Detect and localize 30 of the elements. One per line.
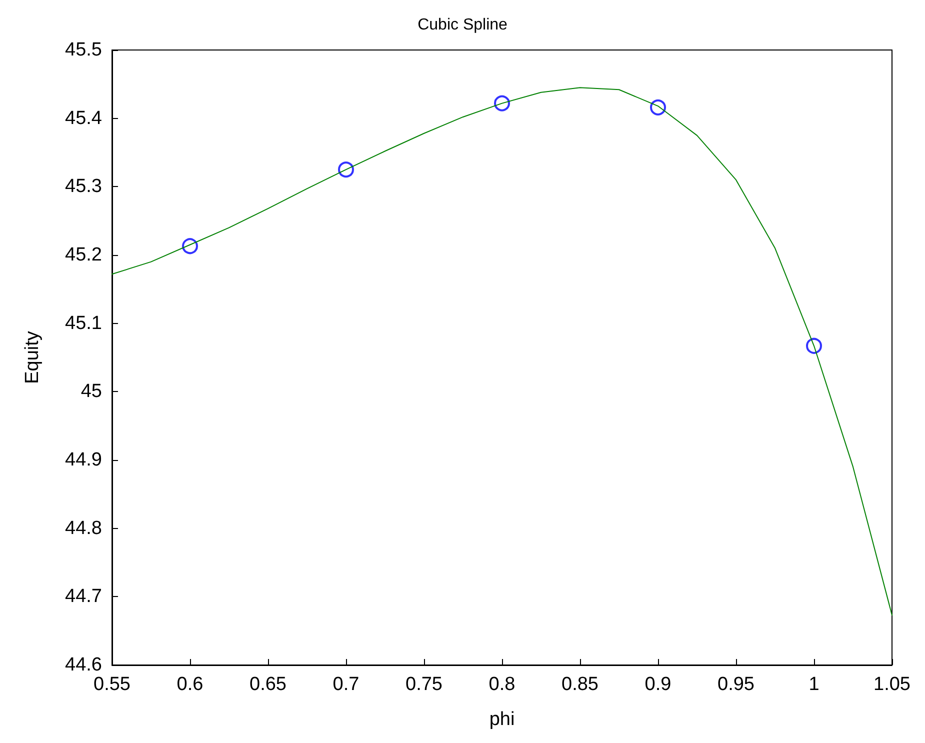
point [338, 162, 354, 178]
line-series [112, 87, 892, 616]
y-tick-label: 45.2 [65, 244, 102, 266]
x-tick-label: 0.8 [488, 674, 516, 695]
x-tick-label: 0.75 [406, 674, 442, 695]
y-tick-label: 45.3 [65, 176, 102, 198]
x-tick-label: 0.65 [250, 674, 286, 695]
y-tick-label: 45.5 [65, 40, 102, 60]
point [806, 338, 822, 354]
y-tick-label: 44.6 [65, 654, 102, 676]
chart-title: Cubic Spline [418, 16, 508, 34]
x-tick-label: 0.85 [562, 674, 598, 695]
x-tick-label: 0.6 [176, 674, 204, 695]
y-tick-label: 44.8 [65, 518, 102, 539]
y-tick-label: 44.9 [65, 450, 102, 470]
x-tick-label: 0.7 [332, 674, 360, 695]
y-tick-label: 45.1 [65, 312, 102, 334]
y-tick-label: 44.7 [65, 586, 102, 608]
x-tick-label: 1 [808, 674, 820, 695]
point [182, 238, 198, 254]
y-tick-label: 45 [80, 381, 102, 402]
point [494, 95, 510, 112]
x-tick-label: 0.55 [94, 674, 130, 695]
y-axis-title: Equity [22, 330, 43, 384]
x-tick-label: 0.9 [644, 674, 672, 695]
y-tick-label: 45.4 [65, 108, 102, 129]
x-tick-label: 0.95 [718, 674, 754, 695]
x-axis-title: phi [489, 709, 515, 730]
x-tick-label: 1.05 [874, 674, 910, 695]
point [650, 99, 666, 116]
